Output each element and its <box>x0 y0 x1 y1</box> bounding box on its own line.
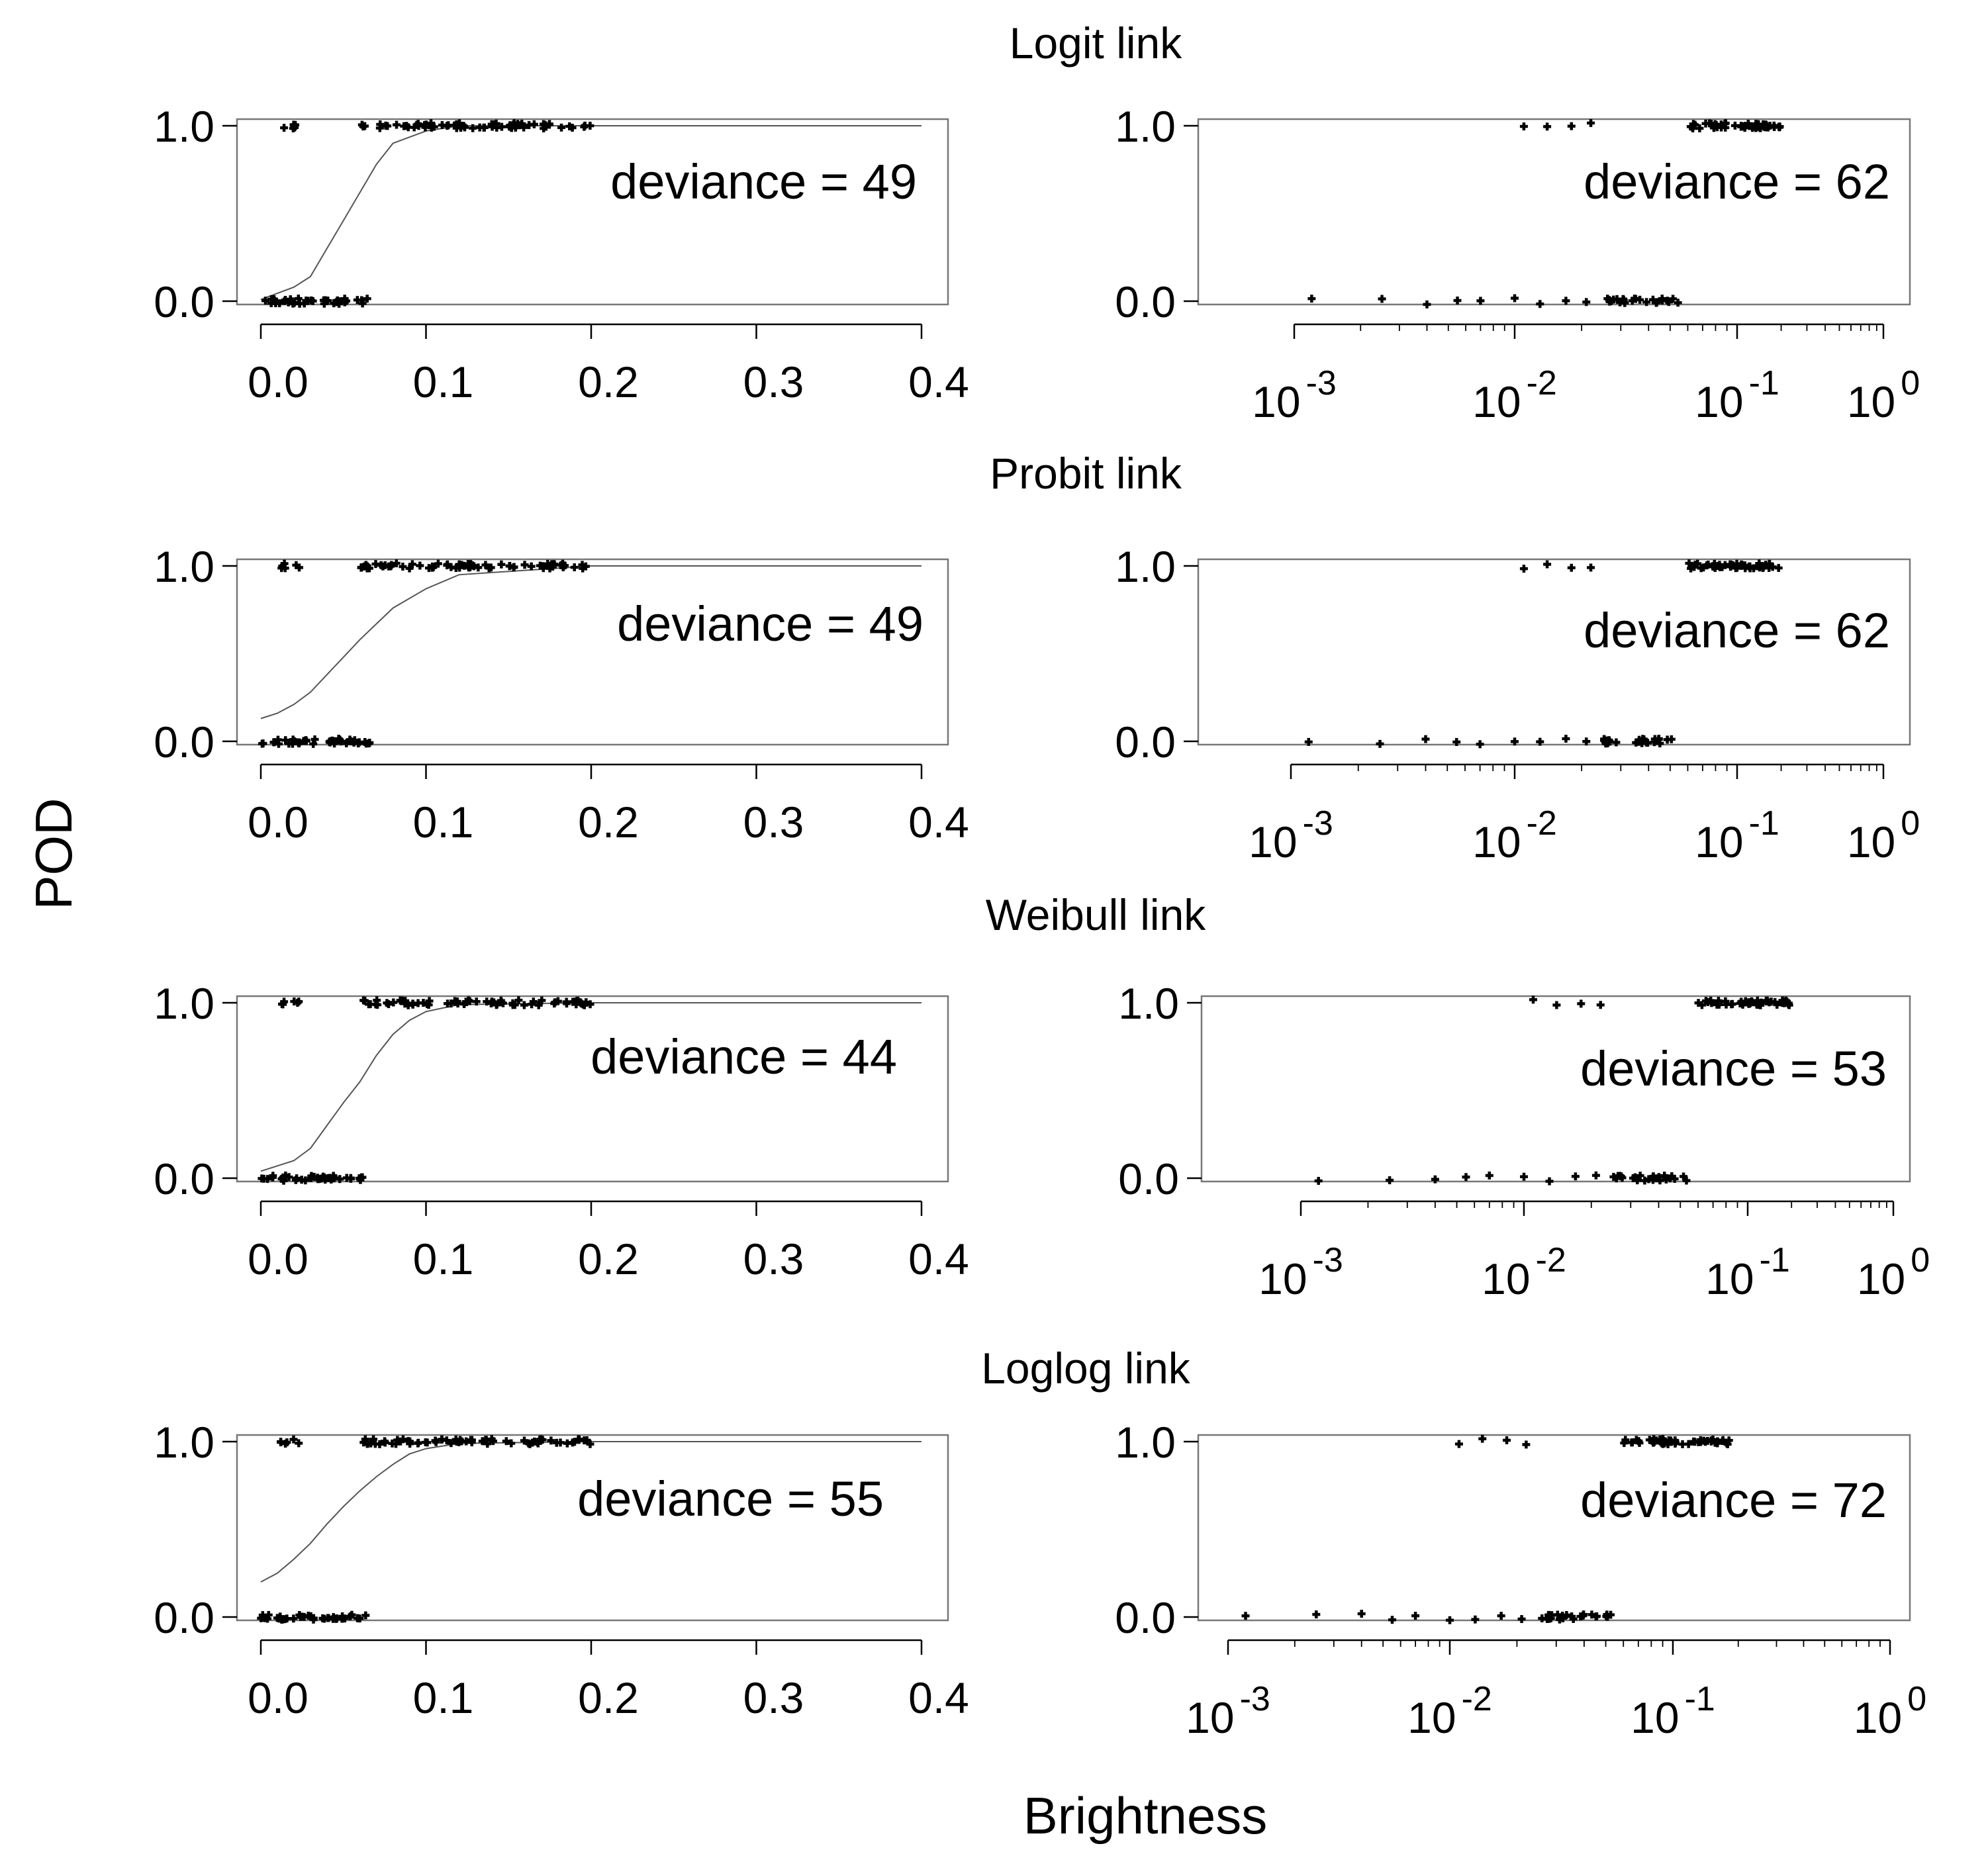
x-tick-label: 10 -2 <box>1482 1241 1566 1303</box>
y-tick-label: 0.0 <box>154 1154 214 1203</box>
x-tick-label: 0.2 <box>578 1673 639 1722</box>
plot-frame <box>236 1434 949 1622</box>
x-tick-label: 0.2 <box>578 357 639 406</box>
deviance-label: deviance = 72 <box>1580 1473 1887 1528</box>
y-tick-label: 0.0 <box>154 718 214 766</box>
x-tick-label: 10 -3 <box>1186 1680 1270 1742</box>
x-tick-label: 10 0 <box>1854 1680 1926 1742</box>
x-tick-label: 10 -3 <box>1258 1241 1343 1303</box>
x-tick-label: 0.0 <box>248 357 308 406</box>
panel-linear-2: 1.0 0.0 0.0 0.1 0.2 0.3 0.4 deviance = 49 <box>154 542 969 847</box>
plot-frame <box>1197 558 1911 746</box>
x-tick-label: 0.3 <box>743 1673 804 1722</box>
y-tick-label: 0.0 <box>154 1593 214 1642</box>
panel-linear-4: 1.0 0.0 0.0 0.1 0.2 0.3 0.4 deviance = 55 <box>154 1418 969 1722</box>
x-tick-label: 0.1 <box>413 798 474 847</box>
x-tick-label: 10 0 <box>1847 364 1920 426</box>
row-title-probit: Probit link <box>990 449 1182 498</box>
row-title-loglog: Loglog link <box>981 1344 1191 1393</box>
x-tick-label: 10 -1 <box>1695 364 1779 426</box>
y-tick-label: 0.0 <box>1115 1593 1176 1642</box>
x-tick-label: 10 -2 <box>1472 804 1557 866</box>
deviance-label: deviance = 55 <box>577 1471 884 1526</box>
fitted-curve <box>260 565 922 719</box>
plot-frame <box>1197 118 1911 306</box>
x-tick-label: 10 -2 <box>1407 1680 1492 1742</box>
deviance-label: deviance = 62 <box>1584 603 1890 658</box>
x-tick-label: 0.0 <box>248 1234 308 1283</box>
x-tick-label: 0.4 <box>908 798 969 847</box>
x-tick-label: 10 -2 <box>1472 364 1557 426</box>
y-axis-title: POD <box>24 798 83 909</box>
y-tick-label: 1.0 <box>1115 102 1176 151</box>
x-tick-label: 0.1 <box>413 1234 474 1283</box>
y-tick-label: 0.0 <box>154 277 214 326</box>
plot-frame <box>1197 1434 1911 1622</box>
y-tick-label: 0.0 <box>1115 277 1176 326</box>
deviance-label: deviance = 49 <box>610 154 917 209</box>
panels: 1.0 0.0 0.0 0.1 0.2 0.3 0.4 deviance = 49 1.0 0.0… <box>154 102 1930 1742</box>
x-tick-label: 0.4 <box>908 357 969 406</box>
y-tick-label: 1.0 <box>154 979 214 1028</box>
panel-log-2: 1.0 0.0 10 -3 10 -2 10 -1 10 0 deviance = 62 <box>1115 542 1920 866</box>
fitted-curve <box>260 125 922 301</box>
x-tick-label: 0.3 <box>743 798 804 847</box>
x-tick-label: 10 -3 <box>1252 364 1337 426</box>
panel-linear-1: 1.0 0.0 0.0 0.1 0.2 0.3 0.4 deviance = 49 <box>154 102 969 406</box>
y-tick-label: 1.0 <box>1115 542 1176 591</box>
x-tick-label: 10 -1 <box>1705 1241 1790 1303</box>
row-title-logit: Logit link <box>1010 19 1182 68</box>
y-tick-label: 1.0 <box>154 542 214 591</box>
y-tick-label: 0.0 <box>1118 1154 1179 1203</box>
x-tick-label: 10 -1 <box>1631 1680 1715 1742</box>
x-tick-label: 0.3 <box>743 357 804 406</box>
x-tick-label: 0.4 <box>908 1234 969 1283</box>
y-tick-label: 1.0 <box>1115 1418 1176 1467</box>
x-tick-label: 0.2 <box>578 798 639 847</box>
deviance-label: deviance = 53 <box>1580 1041 1887 1096</box>
x-tick-label: 0.3 <box>743 1234 804 1283</box>
x-tick-label: 10 -3 <box>1249 804 1333 866</box>
x-tick-label: 0.0 <box>248 1673 308 1722</box>
fitted-curve <box>260 1002 922 1172</box>
x-tick-label: 0.4 <box>908 1673 969 1722</box>
panel-log-1: 1.0 0.0 10 -3 10 -2 10 -1 10 0 deviance = 62 <box>1115 102 1920 426</box>
plot-frame <box>236 118 949 306</box>
row-title-weibull: Weibull link <box>986 890 1207 939</box>
x-tick-label: 0.0 <box>248 798 308 847</box>
y-tick-label: 1.0 <box>154 102 214 151</box>
panel-log-3: 1.0 0.0 10 -3 10 -2 10 -1 10 0 deviance = 53 <box>1118 979 1930 1303</box>
plot-frame <box>1200 995 1911 1183</box>
panel-log-4: 1.0 0.010 -3 10 -2 10 -1 10 0 deviance = 72 <box>1115 1418 1926 1742</box>
panel-linear-3: 1.0 0.0 0.0 0.1 0.2 0.3 0.4 deviance = 44 <box>154 979 969 1283</box>
x-axis-title: Brightness <box>1023 1786 1268 1845</box>
y-tick-label: 0.0 <box>1115 718 1176 766</box>
deviance-label: deviance = 62 <box>1584 154 1890 209</box>
plot-frame <box>236 558 949 746</box>
y-tick-label: 1.0 <box>154 1418 214 1467</box>
x-tick-label: 0.1 <box>413 357 474 406</box>
x-tick-label: 10 -1 <box>1695 804 1779 866</box>
x-tick-label: 0.2 <box>578 1234 639 1283</box>
y-tick-label: 1.0 <box>1118 979 1179 1028</box>
x-tick-label: 10 0 <box>1857 1241 1930 1303</box>
x-tick-label: 0.1 <box>413 1673 474 1722</box>
deviance-label: deviance = 49 <box>617 596 923 651</box>
deviance-label: deviance = 44 <box>591 1029 897 1084</box>
x-tick-label: 10 0 <box>1847 804 1920 866</box>
plot-frame <box>236 995 949 1183</box>
